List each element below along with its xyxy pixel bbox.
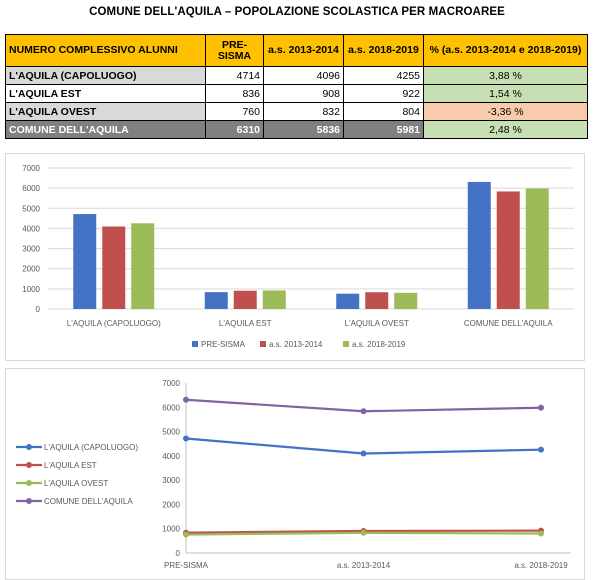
point-l-aquila-ovest — [538, 530, 544, 537]
x-tick-label: a.s. 2013-2014 — [337, 561, 391, 570]
legend-marker — [26, 462, 32, 468]
legend-swatch — [192, 341, 198, 347]
column-header: % (a.s. 2013-2014 e 2018-2019) — [423, 34, 588, 67]
y-tick-label: 5000 — [22, 204, 40, 213]
cell-pre-sisma: 4714 — [205, 66, 264, 85]
x-tick-label: PRE-SISMA — [164, 561, 209, 570]
point-comune-dell-aquila — [538, 404, 544, 411]
x-tick-label: a.s. 2018-2019 — [514, 561, 568, 570]
point-l-aquila-capoluogo — [360, 450, 367, 457]
table-row: L'AQUILA (CAPOLUOGO) 4714 4096 4255 3,88… — [5, 66, 588, 85]
bar-a-s-2013-2014 — [496, 191, 520, 309]
legend-label: COMUNE DELL'AQUILA — [44, 497, 133, 506]
bar-chart: 0 1000 2000 3000 4000 5000 6000 7000 L'AQUILA (C… — [22, 164, 574, 349]
y-tick-label: 5000 — [162, 428, 180, 437]
column-header: PRE-SISMA — [205, 34, 264, 67]
bar-pre-sisma — [204, 292, 228, 309]
cell-2018-2019: 804 — [343, 102, 424, 121]
y-tick-label: 7000 — [162, 379, 180, 388]
y-tick-label: 0 — [176, 549, 181, 558]
bar-a-s-2018-2019 — [394, 292, 418, 309]
cell-pre-sisma: 836 — [205, 84, 264, 103]
table-total-row: COMUNE DELL'AQUILA 6310 5836 5981 2,48 % — [5, 120, 588, 139]
legend-swatch — [260, 341, 266, 347]
point-l-aquila-ovest — [360, 529, 367, 536]
bar-a-s-2018-2019 — [131, 223, 155, 309]
column-header: a.s. 2018-2019 — [343, 34, 424, 67]
cell-2018-2019: 5981 — [343, 120, 424, 139]
row-label: L'AQUILA OVEST — [5, 102, 206, 121]
bar-chart-panel: 0 1000 2000 3000 4000 5000 6000 7000 L'AQUILA (C… — [5, 153, 585, 361]
bar-pre-sisma — [467, 181, 491, 309]
legend-marker — [26, 480, 32, 486]
x-category-label: COMUNE DELL'AQUILA — [464, 319, 553, 328]
legend-label: L'AQUILA EST — [44, 461, 97, 470]
bar-pre-sisma — [336, 293, 360, 309]
column-header: a.s. 2013-2014 — [263, 34, 344, 67]
row-label: L'AQUILA EST — [5, 84, 206, 103]
table-header-row: NUMERO COMPLESSIVO ALUNNI PRE-SISMA a.s.… — [5, 34, 588, 67]
cell-2018-2019: 4255 — [343, 66, 424, 85]
legend-swatch — [343, 341, 349, 347]
y-tick-label: 1000 — [22, 285, 40, 294]
school-population-table: NUMERO COMPLESSIVO ALUNNI PRE-SISMA a.s.… — [5, 34, 588, 139]
table-row: L'AQUILA OVEST 760 832 804 -3,36 % — [5, 102, 588, 121]
point-l-aquila-ovest — [183, 531, 189, 538]
y-tick-label: 0 — [36, 305, 41, 314]
legend-marker — [26, 444, 32, 450]
cell-2013-2014: 5836 — [263, 120, 344, 139]
cell-2013-2014: 832 — [263, 102, 344, 121]
legend-label: a.s. 2013-2014 — [269, 340, 323, 349]
point-l-aquila-capoluogo — [538, 446, 544, 453]
y-tick-label: 3000 — [22, 245, 40, 254]
legend-label: PRE-SISMA — [201, 340, 246, 349]
cell-pre-sisma: 6310 — [205, 120, 264, 139]
point-comune-dell-aquila — [183, 396, 189, 403]
point-comune-dell-aquila — [360, 408, 367, 415]
bar-a-s-2018-2019 — [525, 188, 549, 309]
cell-2013-2014: 908 — [263, 84, 344, 103]
table-row: L'AQUILA EST 836 908 922 1,54 % — [5, 84, 588, 103]
cell-pre-sisma: 760 — [205, 102, 264, 121]
point-l-aquila-capoluogo — [183, 435, 189, 442]
line-chart: 0 1000 2000 3000 4000 5000 6000 7000 PRE-SISMA a.… — [16, 379, 571, 570]
page-title: COMUNE DELL'AQUILA – POPOLAZIONE SCOLAST… — [89, 6, 505, 18]
y-tick-label: 6000 — [22, 184, 40, 193]
line-chart-panel: 0 1000 2000 3000 4000 5000 6000 7000 PRE-SISMA a.… — [5, 368, 585, 580]
y-tick-label: 2000 — [162, 500, 180, 509]
x-category-label: L'AQUILA EST — [219, 319, 272, 328]
legend-label: L'AQUILA (CAPOLUOGO) — [44, 443, 138, 452]
row-label: L'AQUILA (CAPOLUOGO) — [5, 66, 206, 85]
cell-percent-change: 2,48 % — [423, 120, 588, 139]
y-tick-label: 3000 — [162, 476, 180, 485]
column-header: NUMERO COMPLESSIVO ALUNNI — [5, 34, 206, 67]
bar-a-s-2018-2019 — [262, 290, 286, 309]
bar-a-s-2013-2014 — [233, 290, 257, 309]
y-tick-label: 4000 — [162, 452, 180, 461]
y-tick-label: 1000 — [162, 525, 180, 534]
bar-a-s-2013-2014 — [365, 292, 389, 309]
y-tick-label: 7000 — [22, 164, 40, 173]
cell-2018-2019: 922 — [343, 84, 424, 103]
bar-pre-sisma — [73, 214, 97, 309]
legend-label: a.s. 2018-2019 — [352, 340, 406, 349]
y-tick-label: 2000 — [22, 265, 40, 274]
cell-percent-change: -3,36 % — [423, 102, 588, 121]
cell-percent-change: 3,88 % — [423, 66, 588, 85]
x-category-label: L'AQUILA (CAPOLUOGO) — [67, 319, 161, 328]
y-tick-label: 4000 — [22, 224, 40, 233]
legend-marker — [26, 498, 32, 504]
x-category-label: L'AQUILA OVEST — [345, 319, 409, 328]
y-tick-label: 6000 — [162, 403, 180, 412]
cell-percent-change: 1,54 % — [423, 84, 588, 103]
legend-label: L'AQUILA OVEST — [44, 479, 108, 488]
cell-2013-2014: 4096 — [263, 66, 344, 85]
row-label: COMUNE DELL'AQUILA — [5, 120, 206, 139]
bar-a-s-2013-2014 — [102, 226, 126, 309]
